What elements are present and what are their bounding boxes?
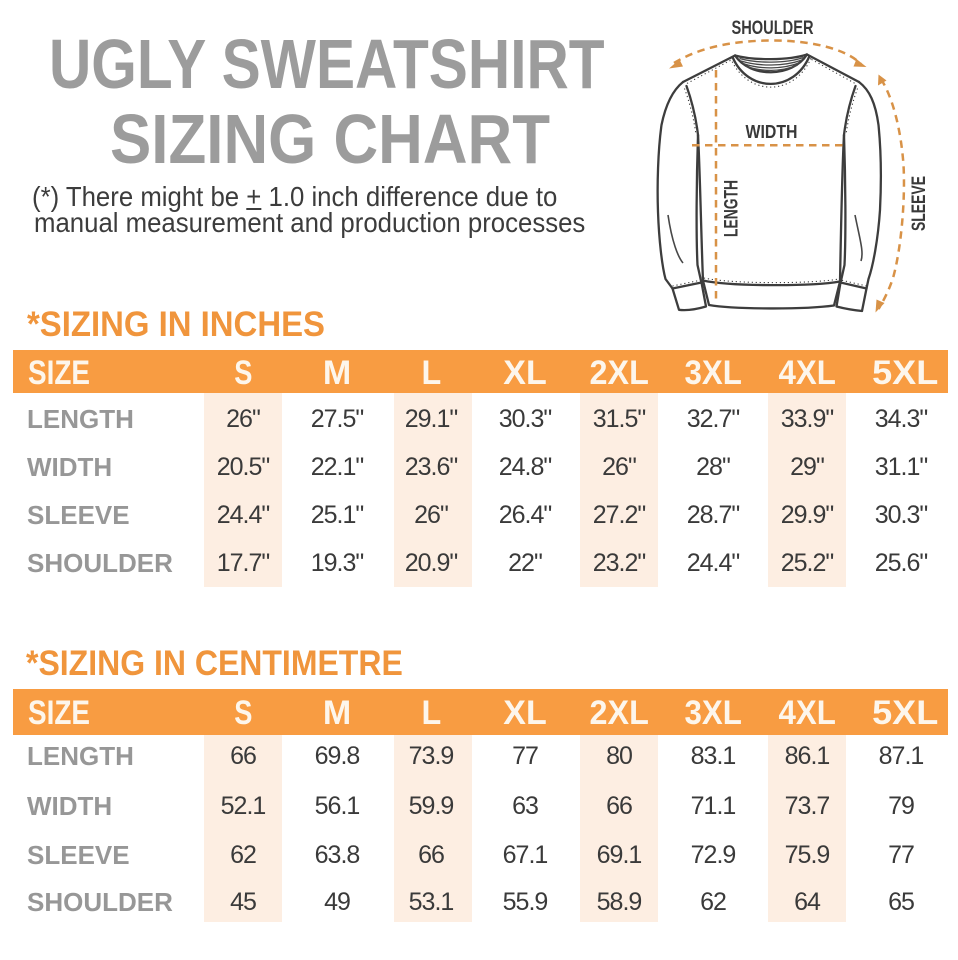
svg-text:SHOULDER: SHOULDER bbox=[732, 18, 814, 39]
svg-text:LENGTH: LENGTH bbox=[722, 180, 743, 237]
svg-text:SLEEVE: SLEEVE bbox=[909, 176, 930, 231]
svg-text:WIDTH: WIDTH bbox=[746, 122, 798, 142]
